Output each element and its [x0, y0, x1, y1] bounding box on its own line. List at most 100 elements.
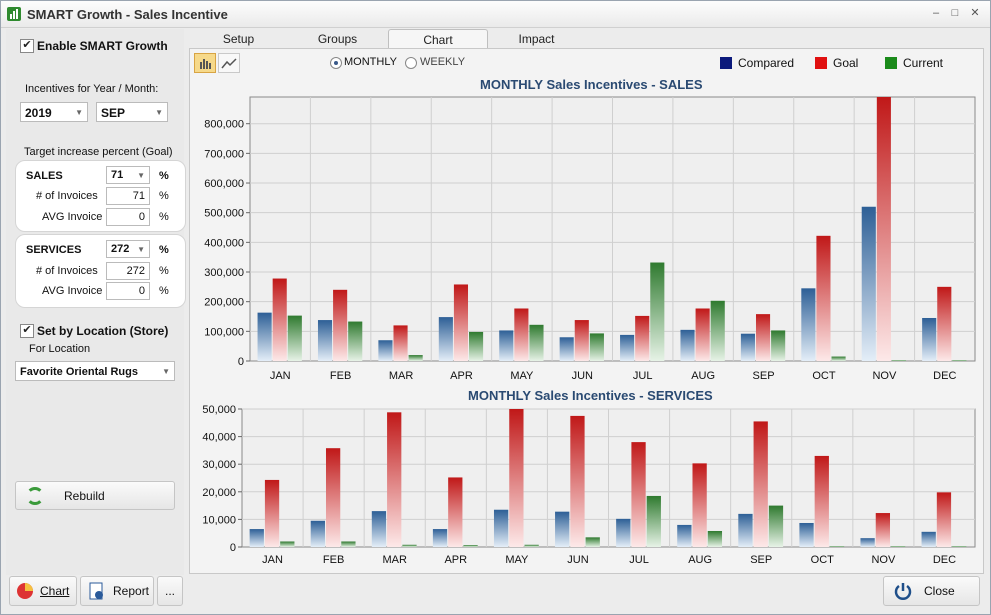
more-button[interactable]: ...: [157, 576, 183, 606]
bar-current-sep: [768, 505, 784, 547]
bar-compared-mar: [371, 511, 387, 547]
bar-current-dec: [952, 546, 967, 547]
services-group: SERVICES 272 ▼ % # of Invoices 272 % AVG …: [15, 234, 186, 308]
close-window-button[interactable]: ✕: [970, 7, 980, 19]
legend-swatch-goal: [815, 57, 827, 69]
x-tick-label: MAY: [505, 554, 529, 566]
bar-compared-apr: [438, 317, 453, 361]
x-tick-label: AUG: [688, 554, 712, 566]
sales-goal-value: 71: [111, 169, 124, 181]
bar-current-mar: [402, 544, 417, 547]
set-by-location-checkbox[interactable]: ✔: [20, 324, 34, 338]
y-tick-label: 20,000: [202, 487, 236, 499]
sales-avg-input[interactable]: 0: [106, 208, 150, 226]
bar-goal-jul: [635, 315, 650, 361]
rebuild-label: Rebuild: [64, 489, 105, 503]
bar-compared-nov: [860, 538, 875, 547]
weekly-radio[interactable]: [405, 57, 417, 69]
close-button[interactable]: Close: [883, 576, 980, 606]
report-button[interactable]: Report: [80, 576, 154, 606]
sales-invoices-input[interactable]: 71: [106, 187, 150, 205]
bar-goal-jul: [631, 442, 646, 547]
services-avg-pct: %: [159, 285, 169, 297]
x-tick-label: FEB: [323, 554, 344, 566]
enable-smart-growth-checkbox[interactable]: ✔: [20, 39, 34, 53]
services-invoices-input[interactable]: 272: [106, 262, 150, 280]
y-tick-label: 400,000: [204, 237, 244, 249]
y-tick-label: 100,000: [204, 326, 244, 338]
sales-pct: %: [159, 170, 169, 182]
weekly-label: WEEKLY: [420, 56, 466, 68]
line-chart-button[interactable]: [218, 53, 240, 73]
chevron-down-icon: ▼: [155, 108, 163, 117]
tab-groups[interactable]: Groups: [317, 32, 358, 46]
y-tick-label: 600,000: [204, 178, 244, 190]
chevron-down-icon: ▼: [162, 367, 170, 376]
y-tick-label: 200,000: [204, 297, 244, 309]
sales-goal-select[interactable]: 71 ▼: [106, 166, 150, 184]
legend-goal: Goal: [833, 56, 859, 70]
bar-compared-jun: [559, 337, 574, 361]
bar-current-jan: [280, 541, 295, 547]
bottom-bar: Chart Report ... Close: [6, 575, 986, 611]
bar-current-may: [524, 544, 539, 547]
bar-goal-feb: [333, 289, 348, 361]
tab-setup[interactable]: Setup: [222, 32, 255, 46]
bar-goal-jun: [570, 415, 585, 547]
x-tick-label: MAR: [382, 554, 407, 566]
tab-chart[interactable]: Chart: [388, 29, 488, 50]
bar-goal-dec: [937, 286, 952, 361]
rebuild-button[interactable]: Rebuild: [15, 481, 175, 510]
bar-current-dec: [952, 360, 967, 361]
year-value: 2019: [25, 106, 52, 120]
bar-compared-may: [499, 330, 514, 361]
bar-compared-apr: [432, 529, 448, 547]
tab-impact[interactable]: Impact: [518, 32, 555, 46]
bar-compared-nov: [861, 206, 876, 361]
bar-goal-oct: [814, 455, 829, 547]
sales-chart-title: MONTHLY Sales Incentives - SALES: [480, 77, 703, 92]
bar-goal-mar: [387, 412, 402, 547]
sales-avg-pct: %: [159, 211, 169, 223]
y-tick-label: 50,000: [202, 404, 236, 416]
bar-compared-oct: [801, 288, 816, 361]
month-select[interactable]: SEP ▼: [96, 102, 168, 122]
maximize-button[interactable]: □: [951, 7, 959, 19]
bar-goal-aug: [692, 463, 707, 547]
bar-goal-may: [514, 308, 529, 361]
enable-smart-growth-label: Enable SMART Growth: [37, 39, 168, 53]
title-bar: SMART Growth - Sales Incentive – □ ✕: [1, 1, 990, 28]
services-goal-select[interactable]: 272 ▼: [106, 240, 150, 258]
power-icon: [894, 583, 912, 600]
x-tick-label: DEC: [933, 554, 956, 566]
x-tick-label: NOV: [871, 554, 896, 566]
bar-compared-sep: [740, 333, 755, 361]
month-value: SEP: [101, 106, 126, 120]
bar-compared-feb: [310, 520, 325, 547]
bar-current-may: [529, 324, 544, 361]
bar-compared-jul: [620, 334, 635, 361]
tab-bar: Setup Groups Chart Impact: [191, 29, 983, 50]
bar-compared-jul: [616, 518, 631, 547]
chevron-down-icon: ▼: [137, 245, 145, 254]
services-chart: 0 10,000 20,000 30,000 40,000 50,000 JAN FEB MAR…: [202, 404, 976, 566]
x-tick-label: SEP: [750, 554, 772, 566]
y-tick-label: 0: [230, 542, 236, 554]
bar-compared-jan: [257, 312, 272, 361]
sales-invoices-label: # of Invoices: [36, 190, 98, 202]
target-label: Target increase percent (Goal): [24, 146, 173, 158]
legend-current: Current: [903, 56, 944, 70]
bar-chart-button[interactable]: [194, 53, 216, 73]
chart-button[interactable]: Chart: [9, 576, 77, 606]
minimize-button[interactable]: –: [932, 7, 940, 19]
bar-current-jul: [646, 495, 661, 547]
services-avg-input[interactable]: 0: [106, 282, 150, 300]
monthly-label: MONTHLY: [344, 56, 397, 68]
services-pct: %: [159, 244, 169, 256]
services-goal-value: 272: [111, 243, 130, 255]
year-select[interactable]: 2019 ▼: [20, 102, 88, 122]
monthly-radio[interactable]: [330, 57, 342, 69]
location-select[interactable]: Favorite Oriental Rugs ▼: [15, 361, 175, 381]
pie-chart-icon: [17, 583, 33, 599]
